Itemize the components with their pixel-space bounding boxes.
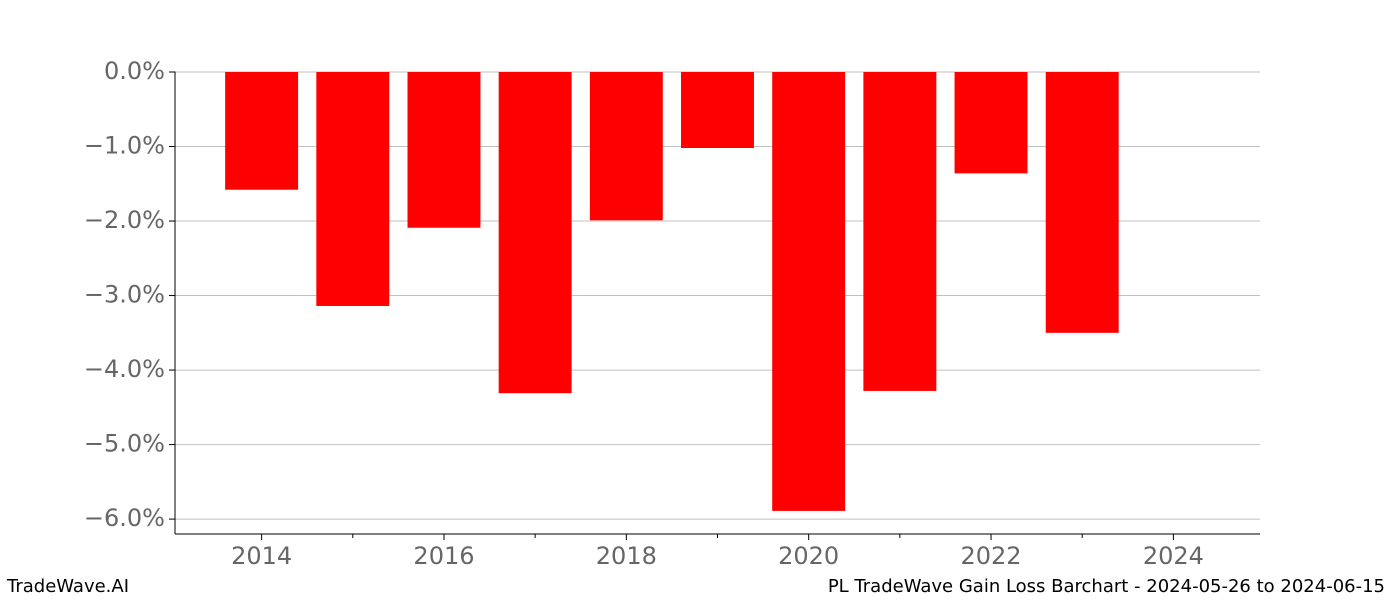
- y-tick-label: −5.0%: [84, 430, 165, 458]
- y-tick-label: −4.0%: [84, 355, 165, 383]
- x-tick-label: 2020: [778, 542, 839, 570]
- bar: [589, 72, 663, 221]
- bar: [498, 72, 572, 394]
- x-tick-label: 2016: [413, 542, 474, 570]
- bar: [225, 72, 299, 190]
- bar: [954, 72, 1028, 174]
- x-tick-label: 2018: [596, 542, 657, 570]
- bar: [1045, 72, 1119, 333]
- y-tick-label: −6.0%: [84, 504, 165, 532]
- footer-right: PL TradeWave Gain Loss Barchart - 2024-0…: [828, 576, 1385, 597]
- y-tick-label: −2.0%: [84, 206, 165, 234]
- bar: [681, 72, 754, 149]
- bar: [407, 72, 481, 228]
- bar: [316, 72, 390, 306]
- x-tick-label: 2024: [1143, 542, 1204, 570]
- bar: [863, 72, 937, 391]
- y-tick-label: 0.0%: [104, 57, 165, 85]
- y-tick-label: −1.0%: [84, 132, 165, 160]
- footer-left: TradeWave.AI: [6, 576, 129, 597]
- bar: [772, 72, 846, 511]
- y-tick-label: −3.0%: [84, 281, 165, 309]
- x-tick-label: 2022: [960, 542, 1021, 570]
- x-tick-label: 2014: [231, 542, 292, 570]
